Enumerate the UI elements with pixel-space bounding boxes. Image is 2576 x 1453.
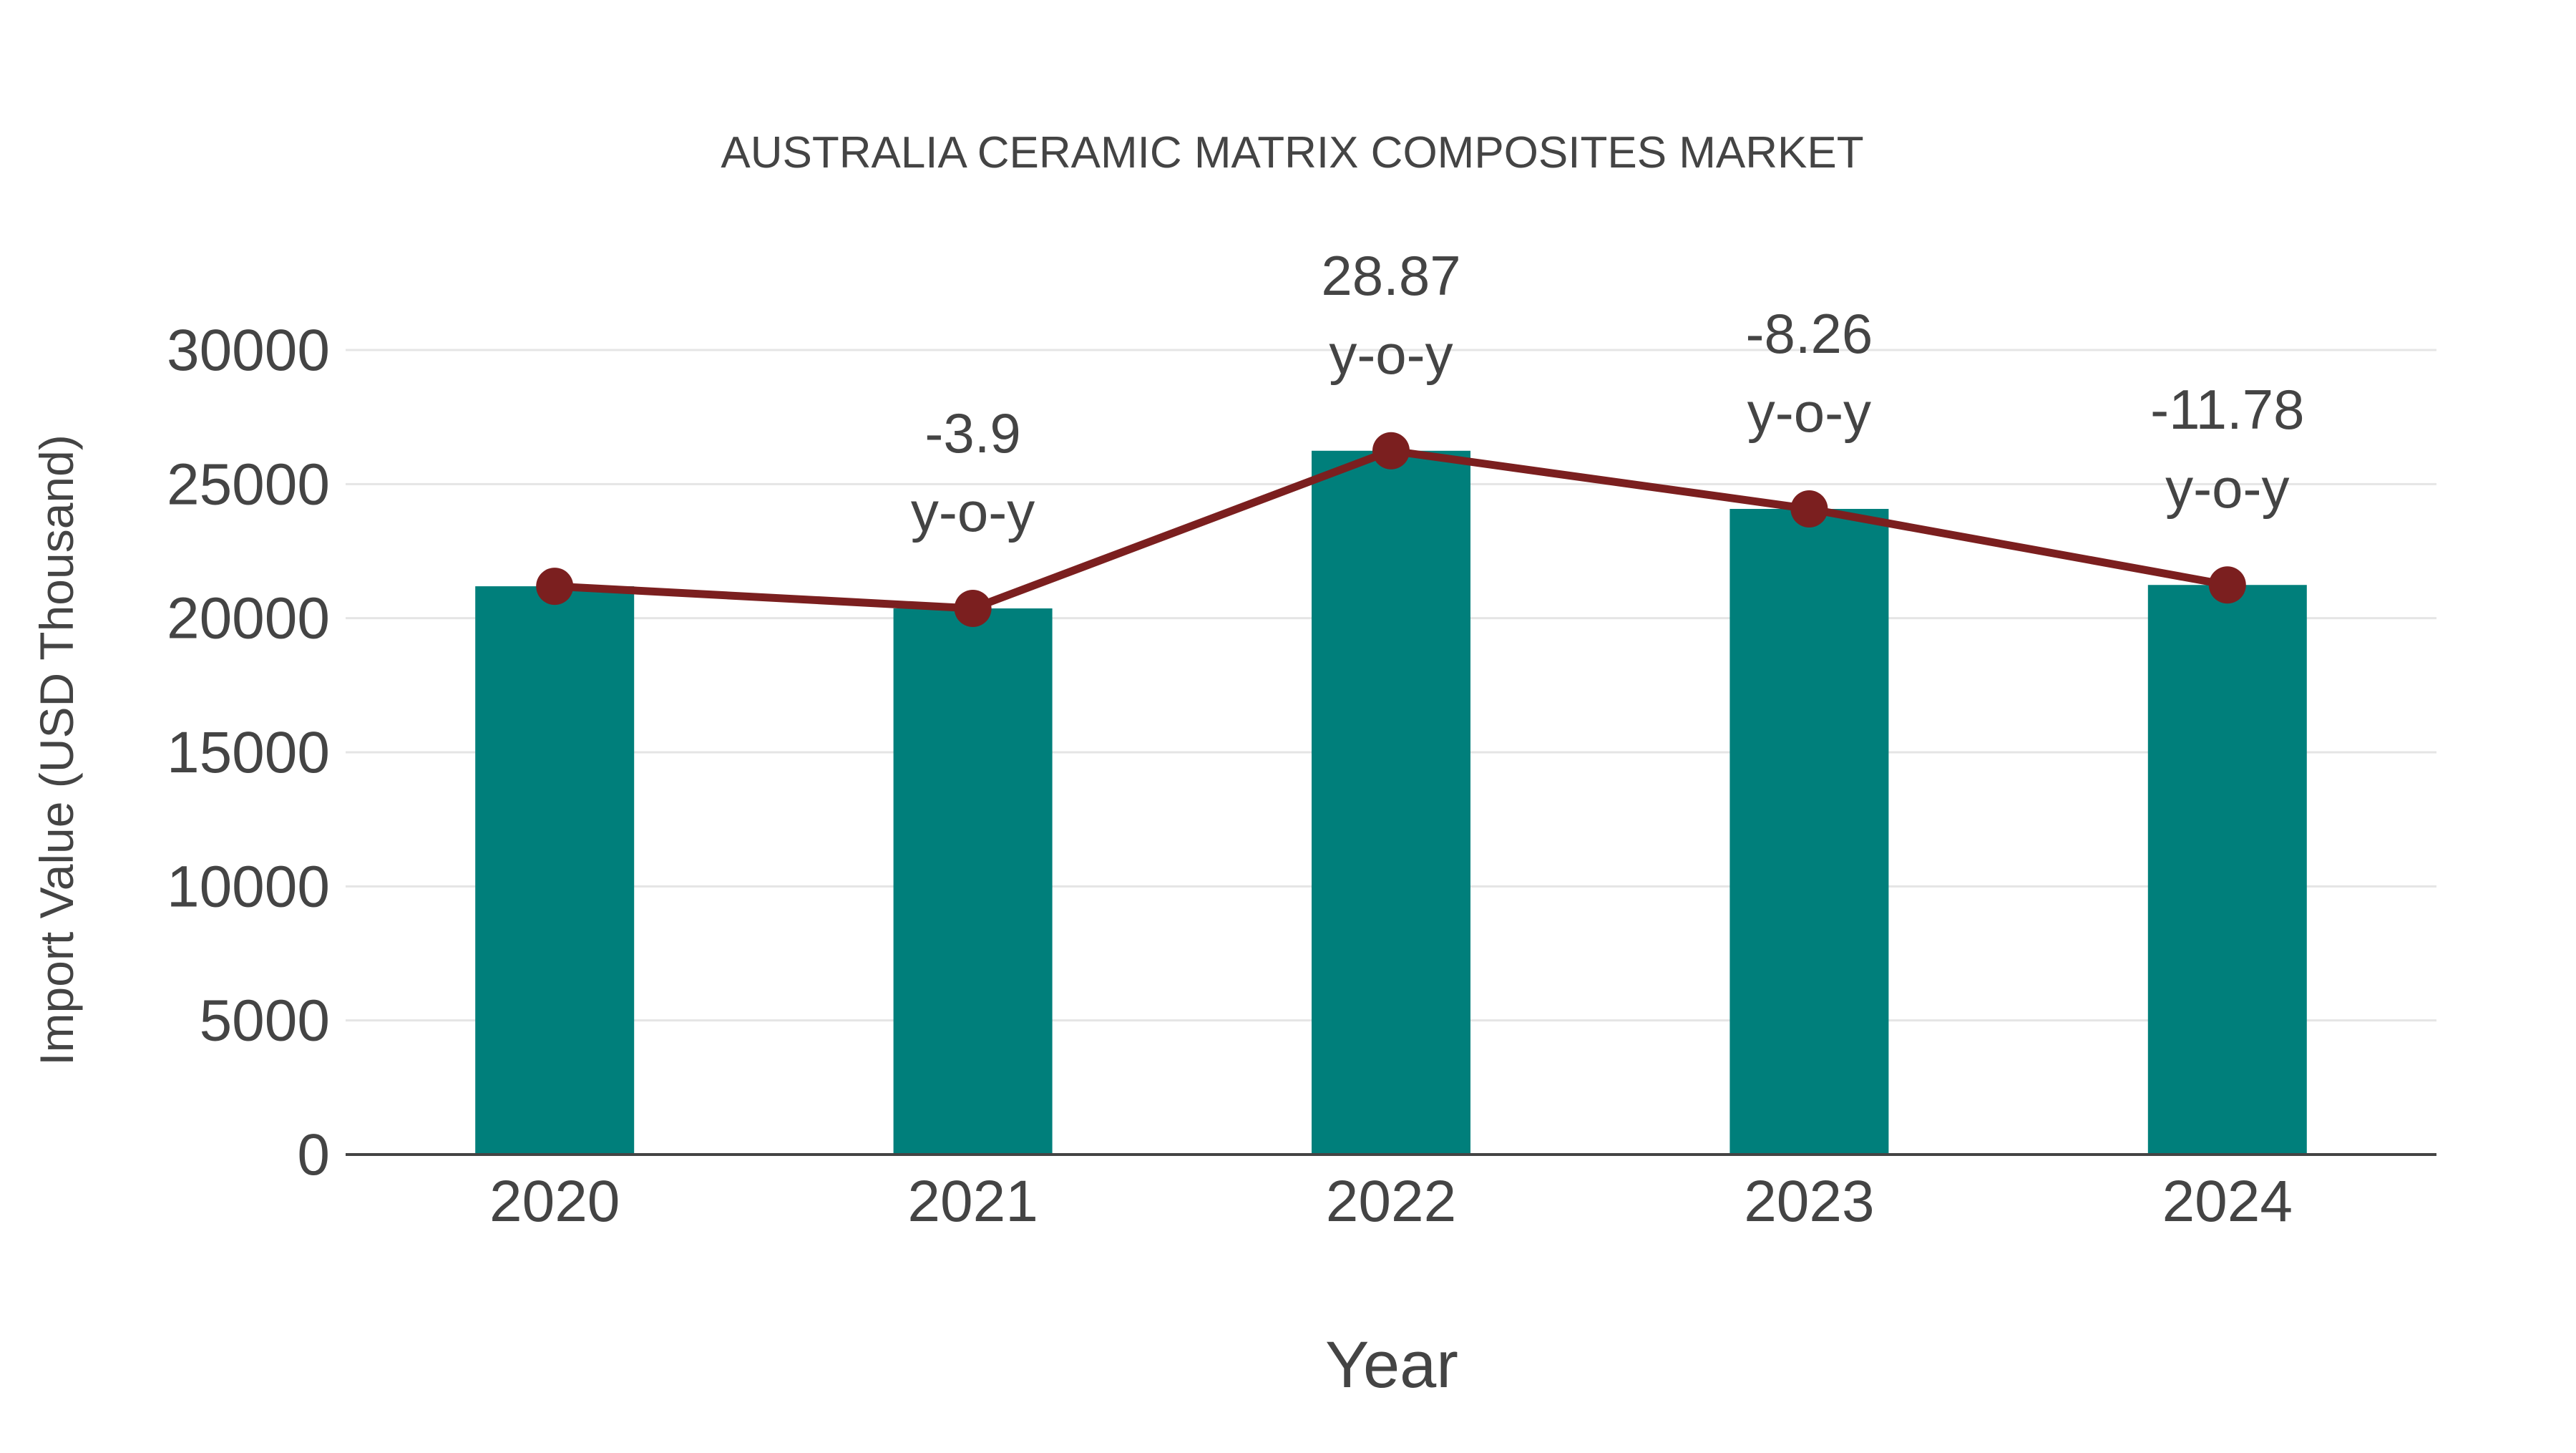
bar-2024[interactable] (2147, 585, 2307, 1155)
yoy-annotations: -3.9 y-o-y 28.87 y-o-y -8.26 y-o-y -11.78 y-o-y (911, 244, 2305, 543)
line-series (536, 432, 2246, 628)
yoy-suffix: y-o-y (1329, 323, 1453, 386)
yoy-suffix: y-o-y (911, 480, 1035, 543)
y-tick-label: 5000 (200, 988, 330, 1054)
x-axis-ticks: 2020 2021 2022 2023 2024 (489, 1169, 2293, 1234)
bar-2023[interactable] (1729, 508, 1889, 1155)
chart-title: AUSTRALIA CERAMIC MATRIX COMPOSITES MARK… (721, 128, 1863, 178)
yoy-value: -3.9 (924, 402, 1020, 465)
yoy-value: -8.26 (1746, 302, 1873, 365)
bar-2022[interactable] (1312, 450, 1470, 1155)
x-axis-label: Year (1325, 1328, 1458, 1401)
x-tick-label: 2024 (2162, 1169, 2293, 1234)
x-tick-label: 2020 (489, 1169, 620, 1234)
trend-marker-2021[interactable] (954, 590, 992, 628)
x-tick-label: 2022 (1326, 1169, 1456, 1234)
y-tick-label: 25000 (167, 452, 330, 517)
y-tick-label: 15000 (167, 720, 330, 785)
yoy-suffix: y-o-y (2165, 457, 2289, 520)
y-tick-label: 0 (297, 1122, 330, 1187)
y-axis-ticks: 0 5000 10000 15000 20000 25000 30000 (167, 318, 330, 1187)
trend-marker-2020[interactable] (536, 568, 574, 606)
y-axis-label: Import Value (USD Thousand) (30, 434, 83, 1066)
x-tick-label: 2023 (1744, 1169, 1874, 1234)
bar-series (475, 450, 2307, 1155)
trend-marker-2024[interactable] (2208, 566, 2246, 604)
bar-2021[interactable] (893, 608, 1053, 1155)
trend-marker-2023[interactable] (1790, 490, 1828, 528)
yoy-suffix: y-o-y (1747, 381, 1871, 444)
y-tick-label: 20000 (167, 586, 330, 651)
y-tick-label: 30000 (167, 318, 330, 383)
trend-marker-2022[interactable] (1372, 432, 1410, 470)
yoy-value: -11.78 (2150, 378, 2304, 441)
y-tick-label: 10000 (167, 854, 330, 919)
bar-2020[interactable] (475, 586, 635, 1155)
yoy-value: 28.87 (1321, 244, 1460, 307)
x-tick-label: 2021 (907, 1169, 1038, 1234)
